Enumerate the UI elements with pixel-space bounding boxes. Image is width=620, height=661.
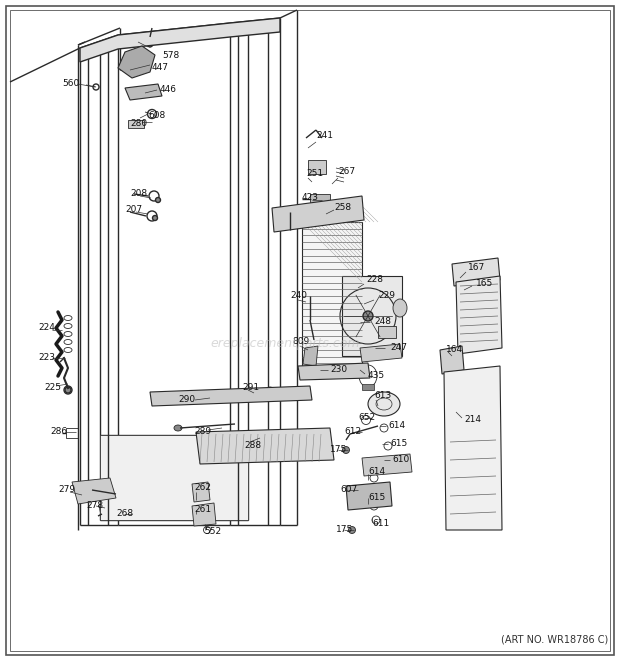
- Polygon shape: [362, 454, 412, 476]
- Text: 608: 608: [148, 110, 166, 120]
- Text: 261: 261: [194, 506, 211, 514]
- Polygon shape: [192, 482, 210, 502]
- Text: 228: 228: [366, 276, 383, 284]
- Text: 241: 241: [316, 132, 333, 141]
- Text: (ART NO. WR18786 C): (ART NO. WR18786 C): [501, 635, 608, 645]
- Ellipse shape: [342, 446, 350, 453]
- Text: 552: 552: [204, 527, 221, 537]
- Bar: [310, 194, 330, 204]
- Polygon shape: [80, 18, 280, 62]
- Text: 251: 251: [306, 169, 323, 178]
- Text: 247: 247: [390, 344, 407, 352]
- Polygon shape: [100, 435, 248, 520]
- Text: 423: 423: [302, 194, 319, 202]
- Text: 278: 278: [86, 502, 103, 510]
- Ellipse shape: [134, 57, 142, 67]
- Text: 214: 214: [464, 416, 481, 424]
- Ellipse shape: [393, 299, 407, 317]
- Bar: [378, 326, 396, 338]
- Text: 230: 230: [330, 366, 347, 375]
- Text: 291: 291: [242, 383, 259, 393]
- Text: 258: 258: [334, 204, 351, 212]
- Bar: [342, 276, 402, 356]
- Text: 223: 223: [38, 354, 55, 362]
- Polygon shape: [298, 363, 370, 380]
- Text: 560: 560: [62, 79, 79, 89]
- Text: 208: 208: [130, 190, 147, 198]
- Polygon shape: [440, 346, 464, 374]
- Text: 447: 447: [152, 63, 169, 73]
- Text: 267: 267: [338, 167, 355, 176]
- Circle shape: [65, 387, 71, 393]
- Text: 578: 578: [162, 50, 179, 59]
- Text: 611: 611: [372, 520, 389, 529]
- Polygon shape: [118, 46, 155, 78]
- Ellipse shape: [156, 198, 161, 202]
- Bar: [362, 384, 374, 390]
- Ellipse shape: [146, 37, 154, 47]
- Text: 607: 607: [340, 485, 357, 494]
- Text: 614: 614: [368, 467, 385, 477]
- Text: 165: 165: [476, 280, 494, 288]
- Ellipse shape: [368, 392, 400, 416]
- Text: 175: 175: [330, 446, 347, 455]
- Bar: [66, 428, 78, 438]
- Text: 610: 610: [392, 455, 409, 465]
- Text: 175: 175: [336, 525, 353, 535]
- Text: 652: 652: [358, 414, 375, 422]
- Text: 809: 809: [292, 338, 309, 346]
- Text: 207: 207: [125, 206, 142, 215]
- Text: 164: 164: [446, 346, 463, 354]
- Bar: [128, 120, 144, 128]
- Polygon shape: [72, 478, 116, 504]
- Text: 614: 614: [388, 422, 405, 430]
- Circle shape: [363, 311, 373, 321]
- Polygon shape: [360, 344, 402, 362]
- Ellipse shape: [348, 527, 355, 533]
- Text: 167: 167: [468, 264, 485, 272]
- Text: ereplacementparts.com: ereplacementparts.com: [210, 337, 360, 350]
- Text: 286: 286: [50, 428, 67, 436]
- Polygon shape: [192, 503, 216, 526]
- Polygon shape: [444, 366, 502, 530]
- Polygon shape: [196, 428, 334, 464]
- Text: 612: 612: [344, 428, 361, 436]
- Text: 279: 279: [58, 485, 75, 494]
- Text: 248: 248: [374, 317, 391, 327]
- Text: 268: 268: [116, 510, 133, 518]
- Polygon shape: [346, 482, 392, 510]
- Text: 280: 280: [130, 120, 147, 128]
- Text: 289: 289: [194, 428, 211, 436]
- Polygon shape: [150, 386, 312, 406]
- Text: 290: 290: [178, 395, 195, 405]
- Polygon shape: [456, 276, 502, 354]
- Text: 229: 229: [378, 292, 395, 301]
- Text: 615: 615: [390, 440, 407, 449]
- Text: 224: 224: [38, 323, 55, 332]
- Polygon shape: [452, 258, 500, 286]
- Ellipse shape: [174, 425, 182, 431]
- Text: 240: 240: [290, 292, 307, 301]
- Text: 288: 288: [244, 442, 261, 451]
- Text: 225: 225: [44, 383, 61, 393]
- Polygon shape: [125, 84, 162, 100]
- Text: 435: 435: [368, 371, 385, 381]
- Polygon shape: [303, 346, 318, 366]
- Text: 613: 613: [374, 391, 391, 401]
- Text: 262: 262: [194, 483, 211, 492]
- Text: 446: 446: [160, 85, 177, 95]
- Bar: [308, 160, 326, 174]
- Bar: [302, 222, 362, 370]
- Ellipse shape: [153, 215, 157, 221]
- Polygon shape: [272, 196, 364, 232]
- Text: 615: 615: [368, 494, 385, 502]
